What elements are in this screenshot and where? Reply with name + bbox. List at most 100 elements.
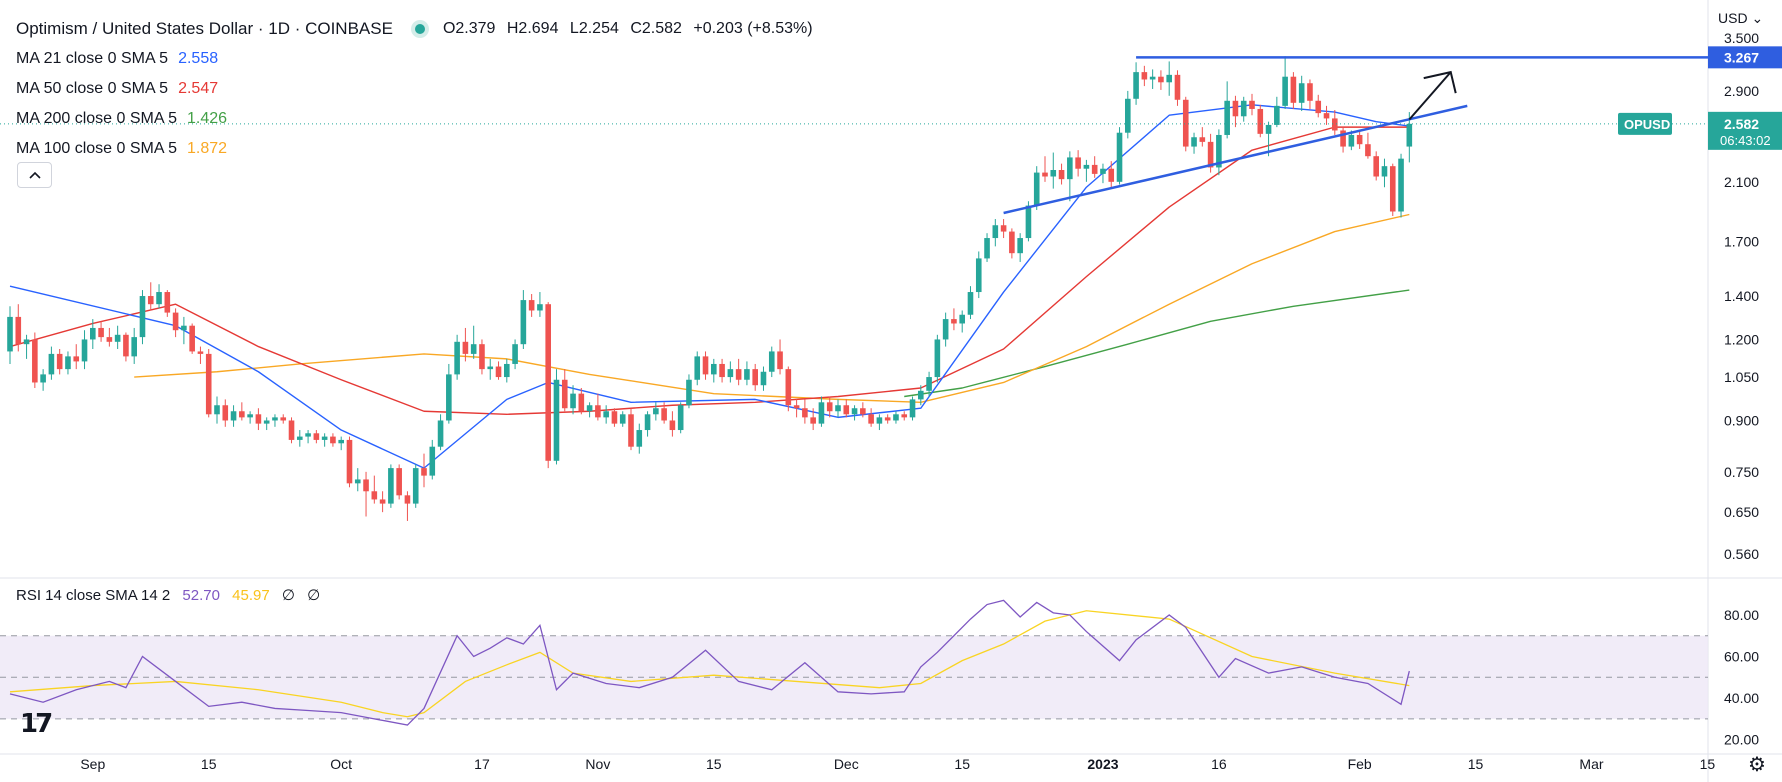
candle-up[interactable] (727, 369, 734, 378)
candle-up[interactable] (1274, 105, 1280, 125)
candle-up[interactable] (967, 292, 974, 315)
candle-down[interactable] (793, 405, 800, 409)
candle-down[interactable] (106, 337, 113, 342)
candle-up[interactable] (760, 371, 767, 386)
candle-up[interactable] (230, 411, 237, 421)
candle-down[interactable] (901, 414, 908, 418)
candle-down[interactable] (1340, 130, 1346, 147)
symbol-tag[interactable] (1618, 112, 1672, 135)
candle-down[interactable] (147, 296, 154, 305)
candle-up[interactable] (81, 339, 88, 362)
candle-down[interactable] (1307, 83, 1313, 101)
candle-down[interactable] (1009, 231, 1015, 254)
candle-up[interactable] (247, 414, 253, 418)
candle-up[interactable] (437, 420, 444, 447)
candle-down[interactable] (205, 353, 212, 415)
candle-down[interactable] (1042, 172, 1048, 177)
candle-down[interactable] (56, 353, 63, 370)
candle-up[interactable] (942, 319, 949, 340)
candle-down[interactable] (98, 327, 104, 338)
candle-down[interactable] (735, 369, 742, 380)
candle-up[interactable] (305, 433, 311, 437)
ma200-line[interactable] (904, 289, 1410, 398)
support-trendline[interactable] (1003, 104, 1468, 215)
candle-down[interactable] (123, 334, 129, 357)
candle-down[interactable] (719, 363, 725, 378)
candle-down[interactable] (371, 491, 378, 500)
candle-up[interactable] (818, 402, 825, 424)
candle-down[interactable] (1332, 118, 1338, 131)
candle-down[interactable] (197, 351, 204, 354)
candle-up[interactable] (131, 337, 137, 357)
candle-down[interactable] (661, 408, 667, 421)
candle-up[interactable] (139, 296, 146, 338)
candle-up[interactable] (768, 351, 775, 372)
candle-down[interactable] (702, 356, 709, 375)
candle-up[interactable] (1166, 74, 1172, 83)
gear-icon[interactable]: ⚙ (1748, 754, 1766, 776)
candle-down[interactable] (1365, 144, 1371, 157)
candle-up[interactable] (1100, 168, 1106, 174)
candle-down[interactable] (868, 414, 874, 424)
candle-down[interactable] (1232, 100, 1239, 117)
candle-down[interactable] (595, 405, 601, 418)
candle-up[interactable] (851, 408, 858, 415)
candle-down[interactable] (1389, 166, 1396, 212)
candle-up[interactable] (7, 316, 13, 352)
candle-up[interactable] (570, 393, 576, 409)
candle-down[interactable] (528, 300, 535, 311)
candle-up[interactable] (992, 225, 999, 239)
candle-down[interactable] (396, 468, 402, 496)
candle-up[interactable] (181, 325, 187, 331)
candle-down[interactable] (404, 495, 411, 504)
candle-up[interactable] (959, 314, 965, 324)
candle-down[interactable] (255, 414, 262, 424)
candle-up[interactable] (1224, 100, 1230, 135)
candle-up[interactable] (156, 292, 162, 305)
candle-up[interactable] (40, 374, 46, 383)
candle-up[interactable] (520, 300, 527, 345)
candle-up[interactable] (1116, 132, 1123, 182)
candle-down[interactable] (222, 405, 229, 421)
candle-up[interactable] (984, 238, 990, 259)
candle-up[interactable] (711, 363, 717, 375)
candle-up[interactable] (694, 356, 701, 380)
candle-up[interactable] (297, 436, 303, 440)
candle-up[interactable] (412, 468, 419, 504)
candle-down[interactable] (1356, 134, 1363, 145)
candle-down[interactable] (826, 402, 833, 412)
candle-up[interactable] (975, 258, 982, 293)
candle-down[interactable] (495, 366, 502, 378)
candle-up[interactable] (686, 379, 692, 406)
candle-up[interactable] (934, 339, 941, 378)
candle-up[interactable] (1191, 137, 1197, 147)
candle-up[interactable] (926, 377, 932, 391)
candle-down[interactable] (1207, 141, 1214, 168)
candle-up[interactable] (504, 363, 510, 378)
candle-down[interactable] (1141, 72, 1148, 80)
candle-down[interactable] (1373, 156, 1379, 177)
candle-up[interactable] (1017, 238, 1023, 254)
candle-up[interactable] (835, 405, 841, 412)
candle-down[interactable] (288, 420, 295, 440)
candle-down[interactable] (1174, 74, 1181, 100)
candle-down[interactable] (363, 479, 369, 492)
candle-down[interactable] (1000, 225, 1007, 232)
candle-up[interactable] (272, 417, 278, 421)
candle-down[interactable] (1257, 108, 1264, 134)
candle-down[interactable] (752, 369, 758, 386)
candle-down[interactable] (313, 433, 320, 440)
candle-down[interactable] (330, 436, 336, 444)
candle-up[interactable] (321, 436, 328, 440)
candle-down[interactable] (15, 316, 22, 345)
candle-up[interactable] (23, 339, 30, 345)
candle-up[interactable] (537, 304, 543, 311)
candle-down[interactable] (628, 414, 634, 447)
candle-down[interactable] (172, 312, 179, 331)
indicator-ma50[interactable]: MA 50 close 0 SMA 5 2.547 (16, 74, 820, 104)
candle-up[interactable] (1025, 205, 1032, 239)
candle-up[interactable] (876, 417, 883, 424)
ma50-line[interactable] (9, 126, 1410, 415)
candle-up[interactable] (388, 468, 394, 504)
candle-up[interactable] (636, 430, 643, 447)
